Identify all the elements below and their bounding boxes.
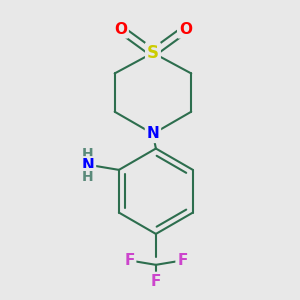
- Text: F: F: [151, 274, 161, 289]
- Text: O: O: [179, 22, 192, 37]
- Text: F: F: [177, 253, 188, 268]
- Text: H: H: [82, 169, 94, 184]
- Text: S: S: [147, 44, 159, 62]
- Text: F: F: [124, 253, 135, 268]
- Text: N: N: [147, 126, 159, 141]
- Text: H: H: [82, 147, 94, 161]
- Text: N: N: [82, 158, 94, 173]
- Text: O: O: [114, 22, 127, 37]
